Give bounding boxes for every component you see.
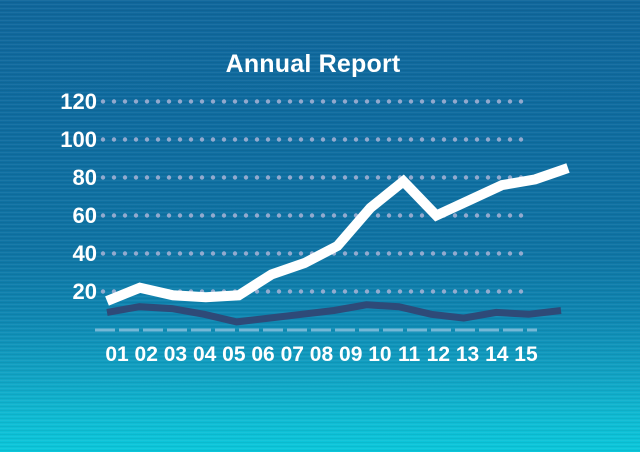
- y-tick-label: 40: [72, 240, 97, 266]
- y-tick-label: 20: [72, 278, 97, 304]
- y-tick-label: 60: [72, 202, 97, 228]
- x-tick-label: 11: [398, 343, 421, 366]
- gridline-dotted-row: [100, 137, 524, 142]
- x-tick-label: 09: [339, 343, 363, 366]
- y-tick-label: 100: [60, 126, 97, 152]
- gridline-dotted-row: [100, 213, 524, 218]
- x-tick-label: 07: [280, 343, 304, 366]
- x-tick-label: 10: [368, 343, 392, 366]
- x-tick-label: 01: [105, 343, 129, 366]
- series-line-secondary-trend-navy: [106, 301, 562, 326]
- gridline-dotted-row: [100, 99, 524, 104]
- x-tick-label: 06: [251, 343, 275, 366]
- series-line-main-trend-white: [105, 163, 570, 306]
- x-tick-label: 03: [163, 343, 188, 366]
- chart-title: Annual Report: [225, 50, 401, 78]
- x-tick-label: 04: [192, 343, 217, 366]
- x-tick-label: 05: [222, 343, 246, 366]
- y-tick-label: 80: [72, 164, 97, 190]
- x-tick-label: 08: [309, 343, 334, 366]
- y-tick-label: 120: [60, 88, 97, 114]
- gridline-dotted-row: [100, 175, 524, 180]
- x-tick-label: 02: [134, 343, 158, 366]
- x-tick-label: 13: [455, 343, 480, 366]
- gridline-dotted-row: [100, 251, 524, 256]
- x-tick-label: 12: [426, 343, 451, 366]
- x-tick-label: 14: [485, 343, 509, 366]
- x-tick-label: 15: [514, 343, 538, 366]
